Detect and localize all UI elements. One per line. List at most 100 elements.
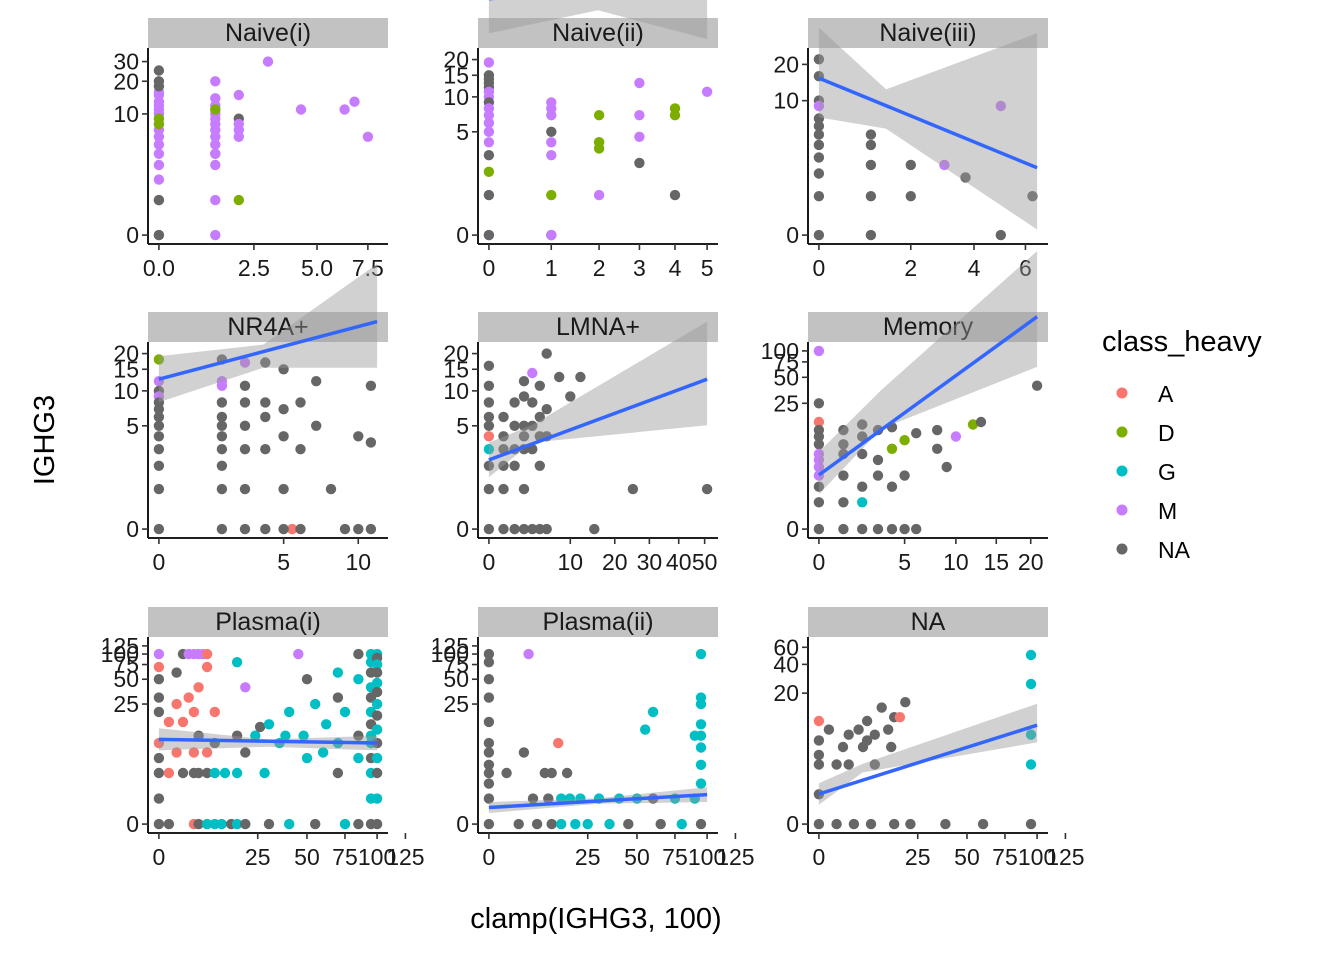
- x-tick-label: 20: [1018, 549, 1044, 575]
- data-point: [518, 431, 530, 442]
- x-tick-label: 0: [813, 549, 826, 575]
- data-point: [295, 397, 306, 408]
- data-point: [813, 191, 825, 202]
- y-tick-label: 75: [773, 349, 799, 375]
- x-tick-label: 0: [483, 255, 496, 281]
- data-point: [332, 667, 344, 678]
- data-point: [518, 747, 530, 758]
- data-point: [995, 100, 1006, 112]
- data-point: [534, 411, 545, 423]
- x-tick-label: 4: [669, 255, 682, 281]
- data-point: [210, 139, 221, 150]
- data-point: [894, 712, 906, 723]
- x-tick-label: 0: [483, 844, 496, 870]
- data-point: [831, 759, 842, 770]
- x-tick-label: 10: [943, 549, 969, 575]
- x-tick-label: 6: [1019, 255, 1032, 281]
- confidence-band: [818, 703, 1038, 805]
- data-point: [1025, 729, 1037, 740]
- data-point: [278, 364, 289, 375]
- data-point: [353, 523, 364, 535]
- data-point: [518, 376, 530, 387]
- data-point: [163, 818, 175, 830]
- data-point: [321, 719, 332, 730]
- data-point: [153, 65, 165, 76]
- x-tick-label: 25: [245, 844, 271, 870]
- data-point: [857, 497, 868, 508]
- y-tick-label: 20: [443, 341, 469, 367]
- data-point: [483, 483, 495, 495]
- data-point: [889, 818, 900, 830]
- data-point: [353, 674, 364, 685]
- data-point: [365, 380, 377, 391]
- data-point: [523, 648, 534, 660]
- data-point: [233, 194, 244, 206]
- legend-label: A: [1158, 381, 1174, 407]
- x-tick-label: 100: [1018, 844, 1056, 870]
- data-point: [210, 76, 221, 87]
- data-point: [905, 159, 916, 171]
- data-point: [153, 431, 165, 442]
- data-point: [813, 129, 825, 140]
- data-point: [939, 159, 950, 171]
- data-point: [857, 448, 868, 460]
- y-tick-label: 20: [443, 47, 469, 73]
- data-point: [153, 194, 165, 206]
- data-point: [509, 420, 520, 431]
- data-point: [260, 444, 271, 455]
- data-point: [216, 483, 228, 495]
- data-point: [701, 483, 713, 495]
- data-point: [593, 189, 605, 201]
- data-point: [240, 747, 251, 758]
- data-point: [634, 131, 645, 142]
- data-point: [153, 139, 165, 150]
- data-point: [813, 481, 825, 492]
- data-point: [298, 730, 309, 741]
- data-point: [541, 348, 552, 359]
- data-point: [193, 682, 204, 693]
- x-tick-label: 2: [904, 255, 917, 281]
- data-point: [669, 110, 681, 121]
- data-point: [260, 357, 271, 368]
- data-point: [260, 411, 271, 423]
- y-tick-label: 20: [113, 68, 139, 94]
- data-point: [509, 397, 520, 408]
- data-point: [483, 793, 495, 804]
- data-point: [501, 767, 512, 779]
- data-point: [239, 397, 251, 408]
- data-point: [259, 767, 270, 779]
- legend-title: class_heavy: [1102, 326, 1262, 358]
- data-point: [869, 759, 880, 770]
- facet-strip-label: Naive(i): [225, 19, 311, 47]
- points-group: [813, 54, 1038, 241]
- data-point: [293, 648, 304, 660]
- data-point: [216, 397, 228, 408]
- data-point: [1025, 678, 1037, 690]
- data-point: [483, 229, 495, 241]
- data-point: [813, 54, 825, 65]
- data-point: [239, 523, 251, 535]
- data-point: [188, 706, 200, 718]
- data-point: [513, 818, 524, 830]
- data-point: [483, 117, 495, 129]
- data-point: [483, 523, 495, 535]
- data-point: [153, 706, 165, 718]
- data-point: [865, 159, 877, 171]
- data-point: [498, 483, 509, 495]
- y-tick-label: 15: [113, 356, 139, 382]
- regression-line: [818, 723, 1038, 796]
- data-point: [589, 523, 600, 535]
- data-point: [647, 706, 659, 718]
- data-point: [371, 686, 383, 698]
- data-point: [531, 818, 543, 830]
- facet-strip-label: NR4A+: [227, 313, 308, 341]
- data-point: [216, 431, 228, 442]
- facet-strip-label: Naive(iii): [879, 19, 976, 47]
- data-point: [210, 159, 221, 171]
- data-point: [193, 818, 204, 830]
- data-point: [857, 481, 868, 492]
- data-point: [865, 818, 877, 830]
- data-point: [483, 444, 495, 455]
- data-point: [899, 435, 910, 446]
